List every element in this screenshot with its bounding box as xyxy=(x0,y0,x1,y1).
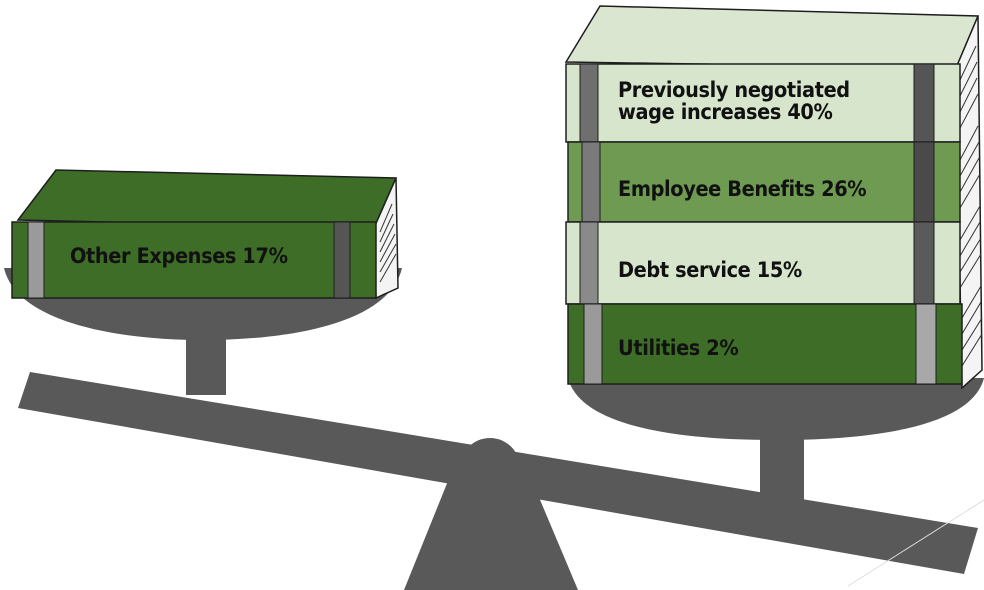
book-spine xyxy=(567,303,963,385)
spine-band-left xyxy=(27,221,45,299)
label-wage-increases-line2: wage increases 40% xyxy=(618,100,833,124)
book-other-expenses xyxy=(11,169,399,300)
scale-pivot xyxy=(460,438,520,498)
book-spine xyxy=(11,221,377,299)
book-wage-increases xyxy=(565,63,961,143)
spine-band-left xyxy=(583,303,603,385)
stack-cover-top xyxy=(564,5,980,69)
decorative-line xyxy=(847,499,984,587)
spine-band-right xyxy=(333,221,351,299)
spine-band-right xyxy=(913,141,935,223)
scale-fulcrum xyxy=(404,476,578,590)
label-utilities: Utilities 2% xyxy=(618,336,739,360)
spine-band-left xyxy=(579,221,599,305)
label-employee-benefits: Employee Benefits 26% xyxy=(618,177,867,201)
spine-band-left xyxy=(579,63,599,143)
spine-band-left xyxy=(581,141,601,223)
book-employee-benefits xyxy=(567,141,961,223)
label-other-expenses: Other Expenses 17% xyxy=(70,244,288,268)
spine-band-right xyxy=(915,303,937,385)
book-spine xyxy=(567,141,961,223)
spine-band-right xyxy=(913,221,935,305)
right-pan xyxy=(568,378,984,440)
book-debt-service xyxy=(565,221,961,305)
book-spine xyxy=(565,63,961,143)
book-utilities xyxy=(567,303,963,385)
stack-page-lines xyxy=(959,45,983,367)
book-cover-top xyxy=(16,169,398,229)
book-spine xyxy=(565,221,961,305)
spine-band-right xyxy=(913,63,935,143)
label-wage-increases-line1: Previously negotiated xyxy=(618,78,850,102)
label-debt-service: Debt service 15% xyxy=(618,258,802,282)
